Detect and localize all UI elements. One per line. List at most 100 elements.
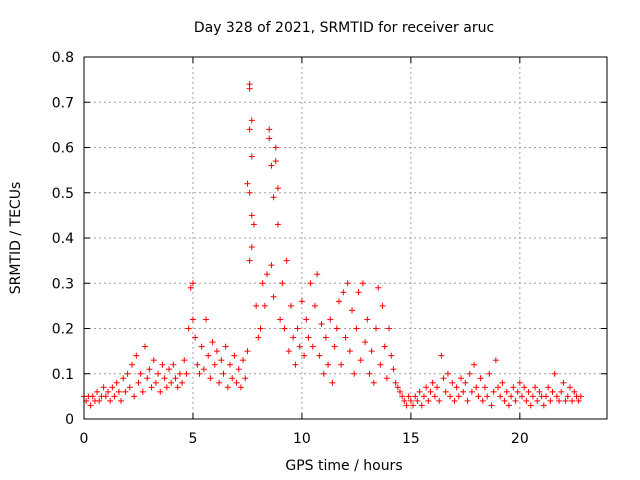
data-point bbox=[307, 280, 314, 287]
data-point bbox=[505, 402, 512, 409]
data-point bbox=[490, 388, 497, 395]
data-point bbox=[159, 361, 166, 368]
data-point bbox=[503, 388, 510, 395]
data-point bbox=[351, 370, 358, 377]
data-point bbox=[377, 361, 384, 368]
x-tick-label: 0 bbox=[80, 431, 89, 447]
data-point bbox=[401, 397, 408, 404]
y-tick-label: 0.3 bbox=[52, 276, 74, 292]
y-tick-label: 0.8 bbox=[52, 50, 74, 66]
data-point bbox=[244, 180, 251, 187]
data-point bbox=[394, 384, 401, 391]
data-point bbox=[170, 361, 177, 368]
data-point bbox=[420, 393, 427, 400]
data-point bbox=[100, 384, 107, 391]
x-tick-label: 10 bbox=[293, 431, 311, 447]
data-point bbox=[111, 393, 118, 400]
data-point bbox=[516, 379, 523, 386]
data-point bbox=[427, 388, 434, 395]
data-point bbox=[165, 366, 172, 373]
y-tick-label: 0.7 bbox=[52, 95, 74, 111]
data-point bbox=[362, 339, 369, 346]
data-point bbox=[388, 352, 395, 359]
data-point bbox=[296, 343, 303, 350]
data-point bbox=[534, 397, 541, 404]
data-point bbox=[152, 379, 159, 386]
data-point bbox=[248, 153, 255, 160]
data-points bbox=[81, 81, 584, 409]
data-point bbox=[381, 343, 388, 350]
data-point bbox=[314, 271, 321, 278]
data-point bbox=[126, 384, 133, 391]
data-point bbox=[250, 221, 257, 228]
data-point bbox=[405, 393, 412, 400]
data-point bbox=[333, 325, 340, 332]
data-point bbox=[150, 357, 157, 364]
data-point bbox=[211, 361, 218, 368]
data-point bbox=[390, 366, 397, 373]
data-point bbox=[118, 397, 125, 404]
data-point bbox=[255, 334, 262, 341]
data-point bbox=[124, 370, 131, 377]
data-point bbox=[383, 375, 390, 382]
data-point bbox=[237, 384, 244, 391]
data-point bbox=[109, 384, 116, 391]
data-point bbox=[316, 352, 323, 359]
data-point bbox=[192, 334, 199, 341]
data-point bbox=[438, 352, 445, 359]
data-point bbox=[423, 384, 430, 391]
data-point bbox=[468, 388, 475, 395]
data-point bbox=[407, 397, 414, 404]
data-point bbox=[272, 158, 279, 165]
data-point bbox=[556, 397, 563, 404]
data-point bbox=[560, 379, 567, 386]
data-point bbox=[157, 388, 164, 395]
x-tick-label: 20 bbox=[511, 431, 529, 447]
data-point bbox=[451, 397, 458, 404]
data-point bbox=[246, 126, 253, 133]
data-point bbox=[457, 375, 464, 382]
data-point bbox=[497, 393, 504, 400]
data-point bbox=[281, 325, 288, 332]
data-point bbox=[248, 117, 255, 124]
data-point bbox=[253, 302, 260, 309]
data-point bbox=[200, 366, 207, 373]
data-point bbox=[294, 325, 301, 332]
data-point bbox=[242, 375, 249, 382]
y-axis-label: SRMTID / TECUs bbox=[8, 182, 24, 295]
data-point bbox=[370, 379, 377, 386]
data-point bbox=[327, 316, 334, 323]
data-point bbox=[342, 334, 349, 341]
data-point bbox=[562, 397, 569, 404]
data-point bbox=[429, 379, 436, 386]
data-point bbox=[144, 375, 151, 382]
data-point bbox=[87, 402, 94, 409]
data-point bbox=[301, 352, 308, 359]
data-point bbox=[303, 316, 310, 323]
data-point bbox=[540, 402, 547, 409]
data-point bbox=[440, 375, 447, 382]
data-point bbox=[218, 357, 225, 364]
data-point bbox=[142, 343, 149, 350]
data-point bbox=[449, 379, 456, 386]
data-point bbox=[187, 284, 194, 291]
data-point bbox=[473, 384, 480, 391]
data-point bbox=[536, 388, 543, 395]
data-point bbox=[425, 397, 432, 404]
plot-frame bbox=[83, 56, 608, 420]
data-point bbox=[248, 244, 255, 251]
data-point bbox=[412, 393, 419, 400]
data-point bbox=[492, 357, 499, 364]
data-point bbox=[266, 126, 273, 133]
data-point bbox=[274, 221, 281, 228]
data-point bbox=[532, 384, 539, 391]
data-point bbox=[104, 388, 111, 395]
data-point bbox=[431, 393, 438, 400]
data-point bbox=[102, 393, 109, 400]
data-point bbox=[185, 325, 192, 332]
data-point bbox=[172, 375, 179, 382]
data-point bbox=[235, 366, 242, 373]
data-point bbox=[115, 388, 122, 395]
data-point bbox=[344, 280, 351, 287]
data-point bbox=[290, 334, 297, 341]
